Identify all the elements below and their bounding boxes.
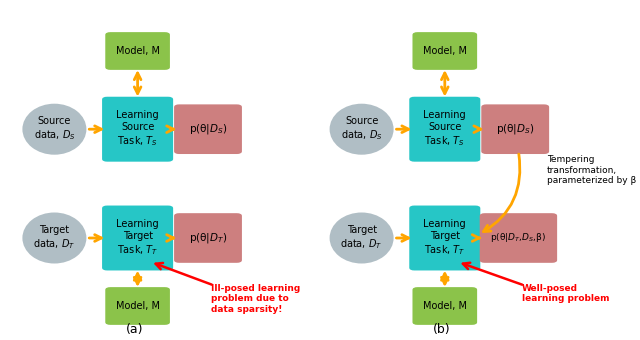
FancyBboxPatch shape (480, 213, 557, 263)
FancyBboxPatch shape (105, 32, 170, 70)
FancyBboxPatch shape (410, 205, 480, 270)
Text: (a): (a) (125, 323, 143, 336)
Text: Tempering
transformation,
parameterized by β: Tempering transformation, parameterized … (547, 155, 636, 185)
Text: (b): (b) (433, 323, 451, 336)
Text: Learning
Source
Task, $T_S$: Learning Source Task, $T_S$ (424, 110, 466, 148)
Text: Model, M: Model, M (423, 46, 467, 56)
FancyBboxPatch shape (412, 287, 477, 325)
Text: p(θ|$D_S$): p(θ|$D_S$) (496, 122, 534, 136)
Ellipse shape (22, 104, 86, 155)
Text: Learning
Source
Task, $T_S$: Learning Source Task, $T_S$ (116, 110, 159, 148)
FancyBboxPatch shape (174, 104, 242, 154)
FancyBboxPatch shape (102, 97, 173, 162)
Text: Target
data, $D_T$: Target data, $D_T$ (340, 225, 383, 251)
FancyBboxPatch shape (174, 213, 242, 263)
FancyBboxPatch shape (105, 287, 170, 325)
FancyBboxPatch shape (481, 104, 549, 154)
Ellipse shape (22, 212, 86, 264)
Text: Ill-posed learning
problem due to
data sparsity!: Ill-posed learning problem due to data s… (211, 284, 300, 314)
Text: p(θ|$D_S$): p(θ|$D_S$) (189, 122, 227, 136)
Text: p(θ|$D_T$): p(θ|$D_T$) (189, 231, 227, 245)
Text: Model, M: Model, M (116, 46, 159, 56)
FancyBboxPatch shape (410, 97, 480, 162)
Text: Source
data, $D_S$: Source data, $D_S$ (340, 116, 383, 142)
FancyBboxPatch shape (102, 205, 173, 270)
Text: Learning
Target
Task, $T_T$: Learning Target Task, $T_T$ (116, 219, 159, 257)
Text: p(θ|$D_T$,$D_S$,β): p(θ|$D_T$,$D_S$,β) (490, 232, 547, 244)
Text: Learning
Target
Task, $T_T$: Learning Target Task, $T_T$ (424, 219, 466, 257)
Text: Model, M: Model, M (116, 301, 159, 311)
Text: Model, M: Model, M (423, 301, 467, 311)
Text: Target
data, $D_T$: Target data, $D_T$ (33, 225, 76, 251)
Text: Source
data, $D_S$: Source data, $D_S$ (33, 116, 76, 142)
Ellipse shape (330, 104, 394, 155)
Text: Well-posed
learning problem: Well-posed learning problem (522, 284, 609, 303)
Ellipse shape (330, 212, 394, 264)
FancyBboxPatch shape (412, 32, 477, 70)
